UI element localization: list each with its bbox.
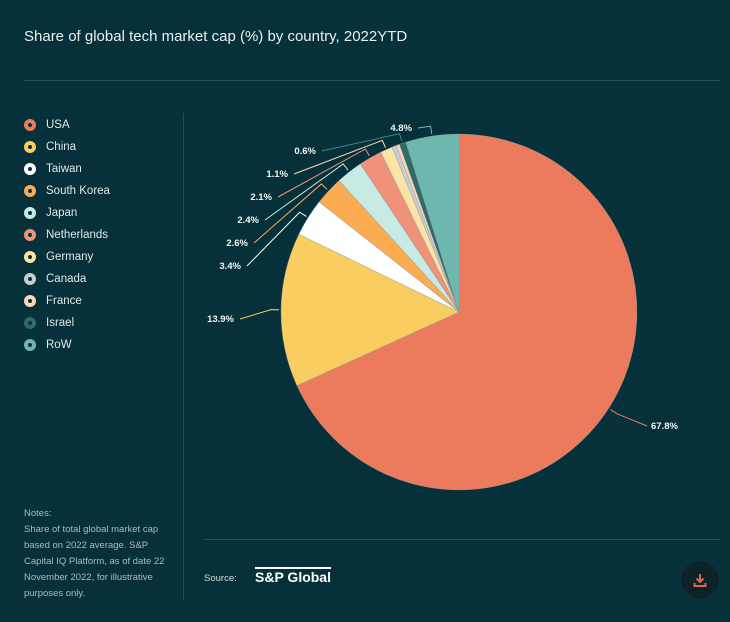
legend-item-israel[interactable]: Israel bbox=[24, 312, 110, 334]
leader-line bbox=[293, 139, 387, 175]
legend-item-france[interactable]: France bbox=[24, 290, 110, 312]
legend-item-canada[interactable]: Canada bbox=[24, 268, 110, 290]
data-label: 1.1% bbox=[266, 169, 288, 180]
legend-item-china[interactable]: China bbox=[24, 136, 110, 158]
legend-label: Canada bbox=[46, 273, 87, 285]
legend-label: France bbox=[46, 295, 82, 307]
data-label: 4.8% bbox=[390, 123, 412, 134]
leader-line bbox=[239, 309, 280, 320]
notes-text: Share of total global market cap based o… bbox=[24, 524, 165, 599]
legend-item-netherlands[interactable]: Netherlands bbox=[24, 224, 110, 246]
legend-label: USA bbox=[46, 119, 70, 131]
pie-slice-usa[interactable] bbox=[296, 133, 638, 491]
data-label: 13.9% bbox=[207, 314, 234, 325]
legend-label: RoW bbox=[46, 339, 72, 351]
legend-marker bbox=[24, 163, 36, 175]
legend-marker bbox=[24, 207, 36, 219]
download-button[interactable] bbox=[681, 561, 719, 599]
leader-line bbox=[610, 409, 648, 427]
notes-heading: Notes: bbox=[24, 508, 52, 519]
legend-item-south-korea[interactable]: South Korea bbox=[24, 180, 110, 202]
data-label: 3.4% bbox=[219, 261, 241, 272]
legend-label: Japan bbox=[46, 207, 78, 219]
data-label: 0.6% bbox=[294, 146, 316, 157]
leader-line bbox=[264, 163, 349, 221]
chart-title: Share of global tech market cap (%) by c… bbox=[24, 28, 408, 45]
legend-marker bbox=[24, 273, 36, 285]
legend-item-germany[interactable]: Germany bbox=[24, 246, 110, 268]
data-label: 2.1% bbox=[250, 192, 272, 203]
legend-label: Netherlands bbox=[46, 229, 109, 241]
legend-item-row[interactable]: RoW bbox=[24, 334, 110, 356]
divider bbox=[183, 113, 184, 600]
legend-marker bbox=[24, 317, 36, 329]
legend-marker bbox=[24, 339, 36, 351]
legend-marker bbox=[24, 119, 36, 131]
leader-line bbox=[277, 148, 370, 198]
leader-line bbox=[321, 133, 403, 152]
source-label: Source: bbox=[204, 573, 237, 584]
legend-marker bbox=[24, 185, 36, 197]
pie-slice-china[interactable] bbox=[280, 233, 460, 386]
legend-marker bbox=[24, 295, 36, 307]
leader-line bbox=[417, 125, 433, 135]
legend-item-taiwan[interactable]: Taiwan bbox=[24, 158, 110, 180]
divider bbox=[24, 80, 720, 81]
legend-label: South Korea bbox=[46, 185, 110, 197]
leader-line bbox=[246, 211, 307, 267]
legend: USA China Taiwan South Korea Japan Netherland… bbox=[24, 114, 110, 356]
pie-slice-row[interactable] bbox=[405, 133, 460, 313]
download-icon bbox=[693, 574, 707, 587]
legend-item-usa[interactable]: USA bbox=[24, 114, 110, 136]
data-label: 2.4% bbox=[237, 215, 259, 226]
legend-label: China bbox=[46, 141, 77, 153]
notes: Notes: Share of total global market cap … bbox=[24, 506, 174, 602]
leader-line bbox=[253, 183, 328, 244]
sp-global-logo: S&P Global bbox=[255, 567, 331, 585]
legend-label: Germany bbox=[46, 251, 94, 263]
legend-label: Taiwan bbox=[46, 163, 82, 175]
legend-marker bbox=[24, 141, 36, 153]
legend-marker bbox=[24, 251, 36, 263]
legend-label: Israel bbox=[46, 317, 75, 329]
legend-item-japan[interactable]: Japan bbox=[24, 202, 110, 224]
data-label: 67.8% bbox=[651, 421, 678, 432]
data-label: 2.6% bbox=[226, 238, 248, 249]
legend-marker bbox=[24, 229, 36, 241]
divider bbox=[204, 539, 720, 540]
